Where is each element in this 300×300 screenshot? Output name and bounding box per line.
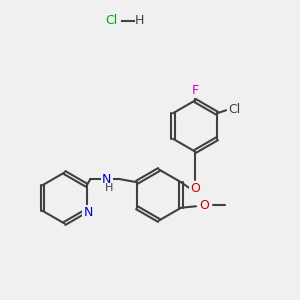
Text: Cl: Cl bbox=[228, 103, 241, 116]
Text: F: F bbox=[191, 83, 199, 97]
Text: O: O bbox=[200, 200, 209, 212]
Text: Cl: Cl bbox=[105, 14, 117, 28]
Text: N: N bbox=[83, 206, 93, 219]
Text: N: N bbox=[102, 173, 112, 186]
Text: H: H bbox=[135, 14, 144, 28]
Text: H: H bbox=[104, 183, 113, 193]
Text: O: O bbox=[190, 182, 200, 195]
